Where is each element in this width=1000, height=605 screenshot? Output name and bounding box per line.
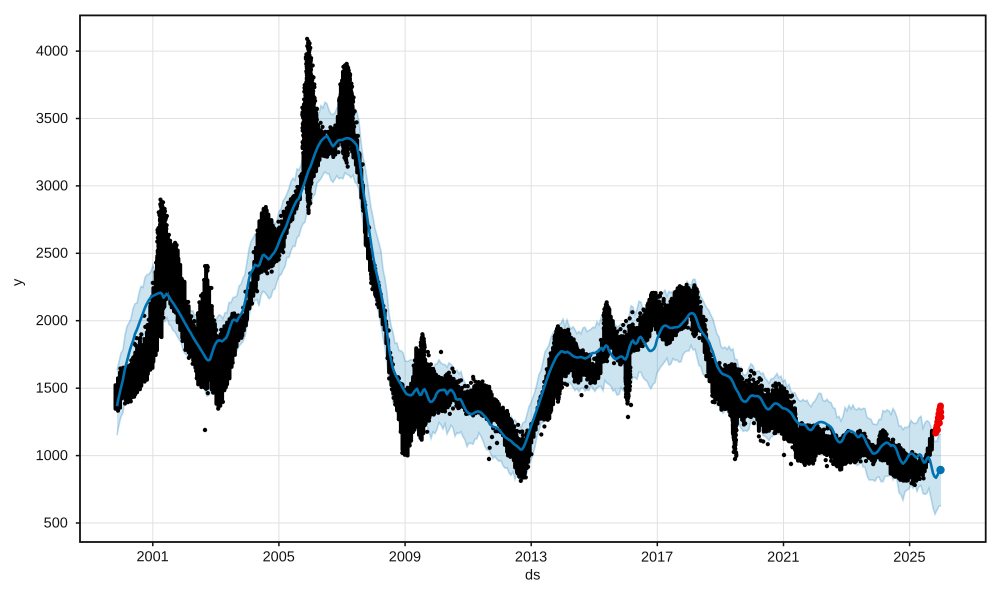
svg-text:500: 500 <box>44 515 68 531</box>
svg-text:4000: 4000 <box>36 44 68 60</box>
svg-text:2025: 2025 <box>893 550 925 566</box>
svg-text:3000: 3000 <box>36 178 68 194</box>
svg-text:2013: 2013 <box>515 550 547 566</box>
svg-text:2009: 2009 <box>389 549 421 565</box>
svg-text:2017: 2017 <box>641 550 673 566</box>
svg-text:2001: 2001 <box>136 549 168 565</box>
svg-text:1000: 1000 <box>36 448 68 464</box>
svg-text:y: y <box>10 278 26 286</box>
svg-text:ds: ds <box>525 568 540 584</box>
svg-text:1500: 1500 <box>36 381 68 397</box>
svg-text:3500: 3500 <box>36 111 68 127</box>
svg-text:2000: 2000 <box>36 313 68 329</box>
svg-text:2021: 2021 <box>767 550 799 566</box>
svg-text:2500: 2500 <box>36 246 68 262</box>
svg-text:2005: 2005 <box>263 549 295 565</box>
